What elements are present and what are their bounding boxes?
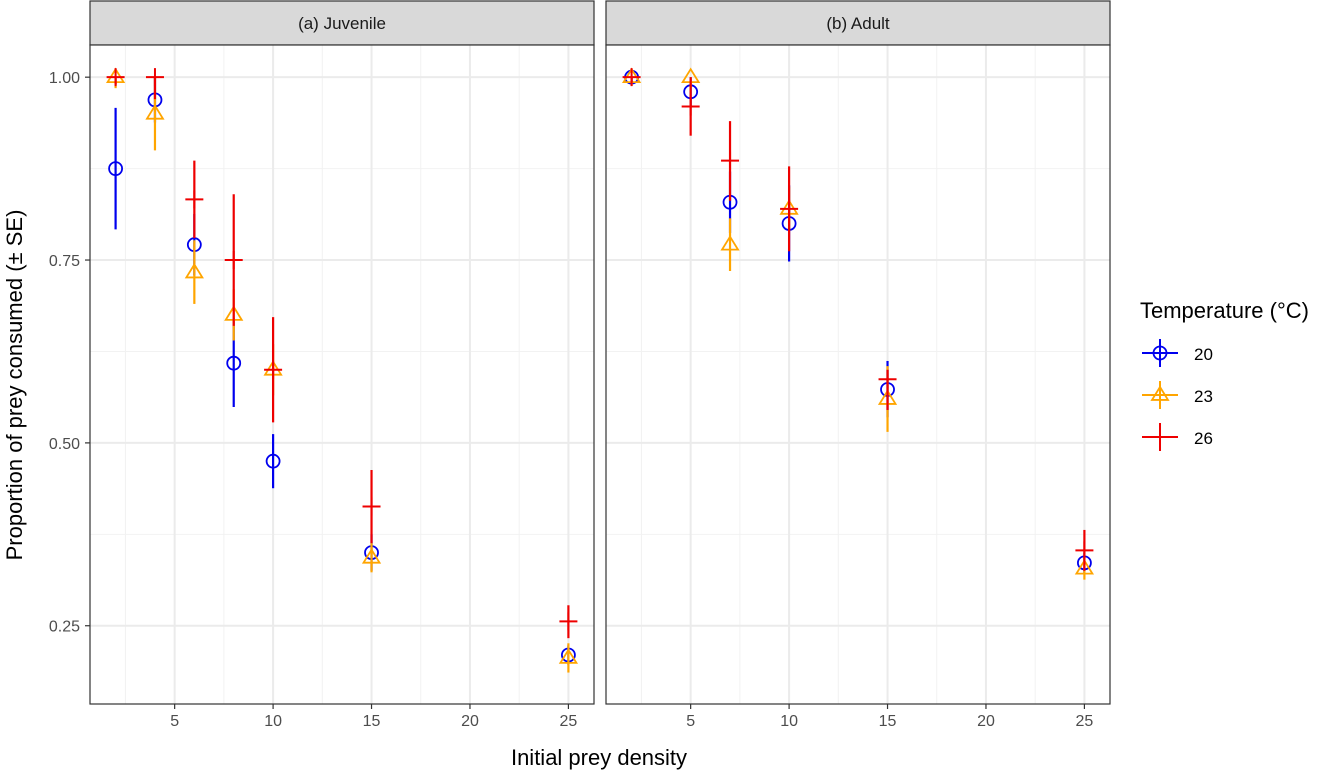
data-point xyxy=(558,648,579,664)
y-axis-title: Proportion of prey consumed (± SE) xyxy=(2,210,27,561)
data-point xyxy=(622,68,641,87)
facet-strip xyxy=(89,0,595,46)
data-point xyxy=(108,161,123,177)
x-tick-label: 25 xyxy=(560,713,578,730)
facet-strip xyxy=(605,0,1111,46)
x-tick-label: 5 xyxy=(686,713,695,730)
x-tick-label: 10 xyxy=(780,713,798,730)
facet-panel: (a) Juvenile 5 10 15 20 25 0.25 0.50 0.75 1.00 xyxy=(49,0,595,730)
y-tick-label: 1.00 xyxy=(49,70,80,87)
x-tick-label: 10 xyxy=(264,713,282,730)
plot-background xyxy=(90,45,594,704)
data-point xyxy=(878,370,897,389)
data-point xyxy=(362,497,381,516)
panel-border xyxy=(89,44,595,705)
legend-entry-20: 20 xyxy=(1142,339,1213,367)
x-tick-label: 15 xyxy=(363,713,381,730)
y-tick-label: 0.25 xyxy=(49,619,80,636)
facet-panel: (b) Adult 5 10 15 20 25 xyxy=(605,0,1111,730)
data-point xyxy=(145,104,165,120)
x-tick-label: 5 xyxy=(170,713,179,730)
legend-entry-26: 26 xyxy=(1142,423,1213,451)
y-tick-label: 0.50 xyxy=(49,436,80,453)
data-point xyxy=(559,612,578,631)
x-tick-label: 15 xyxy=(879,713,897,730)
data-point xyxy=(1075,541,1094,560)
legend-key-marker xyxy=(1151,428,1169,446)
legend-label: 26 xyxy=(1194,429,1213,448)
legend-title: Temperature (°C) xyxy=(1140,298,1309,323)
data-point xyxy=(224,251,243,270)
data-point xyxy=(185,190,204,209)
legend-key-marker xyxy=(1152,345,1168,361)
legend: Temperature (°C) 20 23 26 xyxy=(1140,298,1309,451)
gridlines xyxy=(606,45,1110,704)
data-point xyxy=(361,548,382,564)
x-tick-label: 20 xyxy=(461,713,479,730)
x-tick-label: 25 xyxy=(1076,713,1094,730)
panels-layer: (a) Juvenile 5 10 15 20 25 0.25 0.50 0.75 1.00 (b)… xyxy=(49,0,1111,730)
facet-strip-label: (a) Juvenile xyxy=(298,14,386,33)
data-layer xyxy=(621,67,1095,580)
data-point xyxy=(265,453,281,469)
data-point xyxy=(184,262,204,279)
panel-border xyxy=(605,44,1111,705)
data-point xyxy=(681,97,700,116)
data-point xyxy=(1074,558,1095,575)
data-point xyxy=(721,151,740,170)
series-26 xyxy=(106,68,578,639)
data-layer xyxy=(105,67,579,673)
x-axis-title: Initial prey density xyxy=(511,745,687,770)
legend-key-marker xyxy=(1150,385,1170,401)
facet-strip-label: (b) Adult xyxy=(826,14,890,33)
plot-background xyxy=(606,45,1110,704)
data-point xyxy=(145,68,164,87)
series-26 xyxy=(622,68,1094,571)
data-point xyxy=(226,355,242,371)
data-point xyxy=(264,360,283,379)
data-point xyxy=(106,68,125,87)
legend-label: 20 xyxy=(1194,345,1213,364)
data-point xyxy=(780,199,799,218)
x-tick-label: 20 xyxy=(977,713,995,730)
y-tick-label: 0.75 xyxy=(49,253,80,270)
legend-entry-23: 23 xyxy=(1142,381,1213,409)
data-point xyxy=(720,234,740,251)
legend-label: 23 xyxy=(1194,387,1213,406)
